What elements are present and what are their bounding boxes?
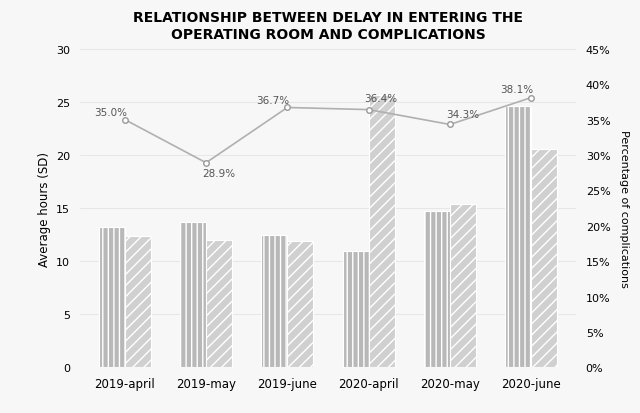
Bar	[180, 222, 206, 368]
Text: 28.9%: 28.9%	[202, 169, 235, 179]
Text: 34.3%: 34.3%	[446, 109, 479, 119]
Bar	[125, 236, 151, 368]
Bar	[206, 240, 232, 368]
Bar	[369, 96, 395, 368]
Bar	[261, 235, 287, 368]
Y-axis label: Percentage of complications: Percentage of complications	[618, 130, 628, 287]
Title: RELATIONSHIP BETWEEN DELAY IN ENTERING THE
OPERATING ROOM AND COMPLICATIONS: RELATIONSHIP BETWEEN DELAY IN ENTERING T…	[133, 11, 523, 41]
Bar	[287, 242, 314, 368]
Bar	[505, 107, 531, 368]
Text: 36.4%: 36.4%	[365, 93, 397, 103]
Bar	[450, 204, 476, 368]
Bar	[342, 251, 369, 368]
Bar	[99, 228, 125, 368]
Text: 35.0%: 35.0%	[94, 108, 127, 118]
Bar	[531, 149, 557, 368]
Bar	[424, 212, 450, 368]
Text: 36.7%: 36.7%	[257, 96, 289, 106]
Text: 38.1%: 38.1%	[500, 85, 534, 95]
Y-axis label: Average hours (SD): Average hours (SD)	[38, 151, 51, 266]
